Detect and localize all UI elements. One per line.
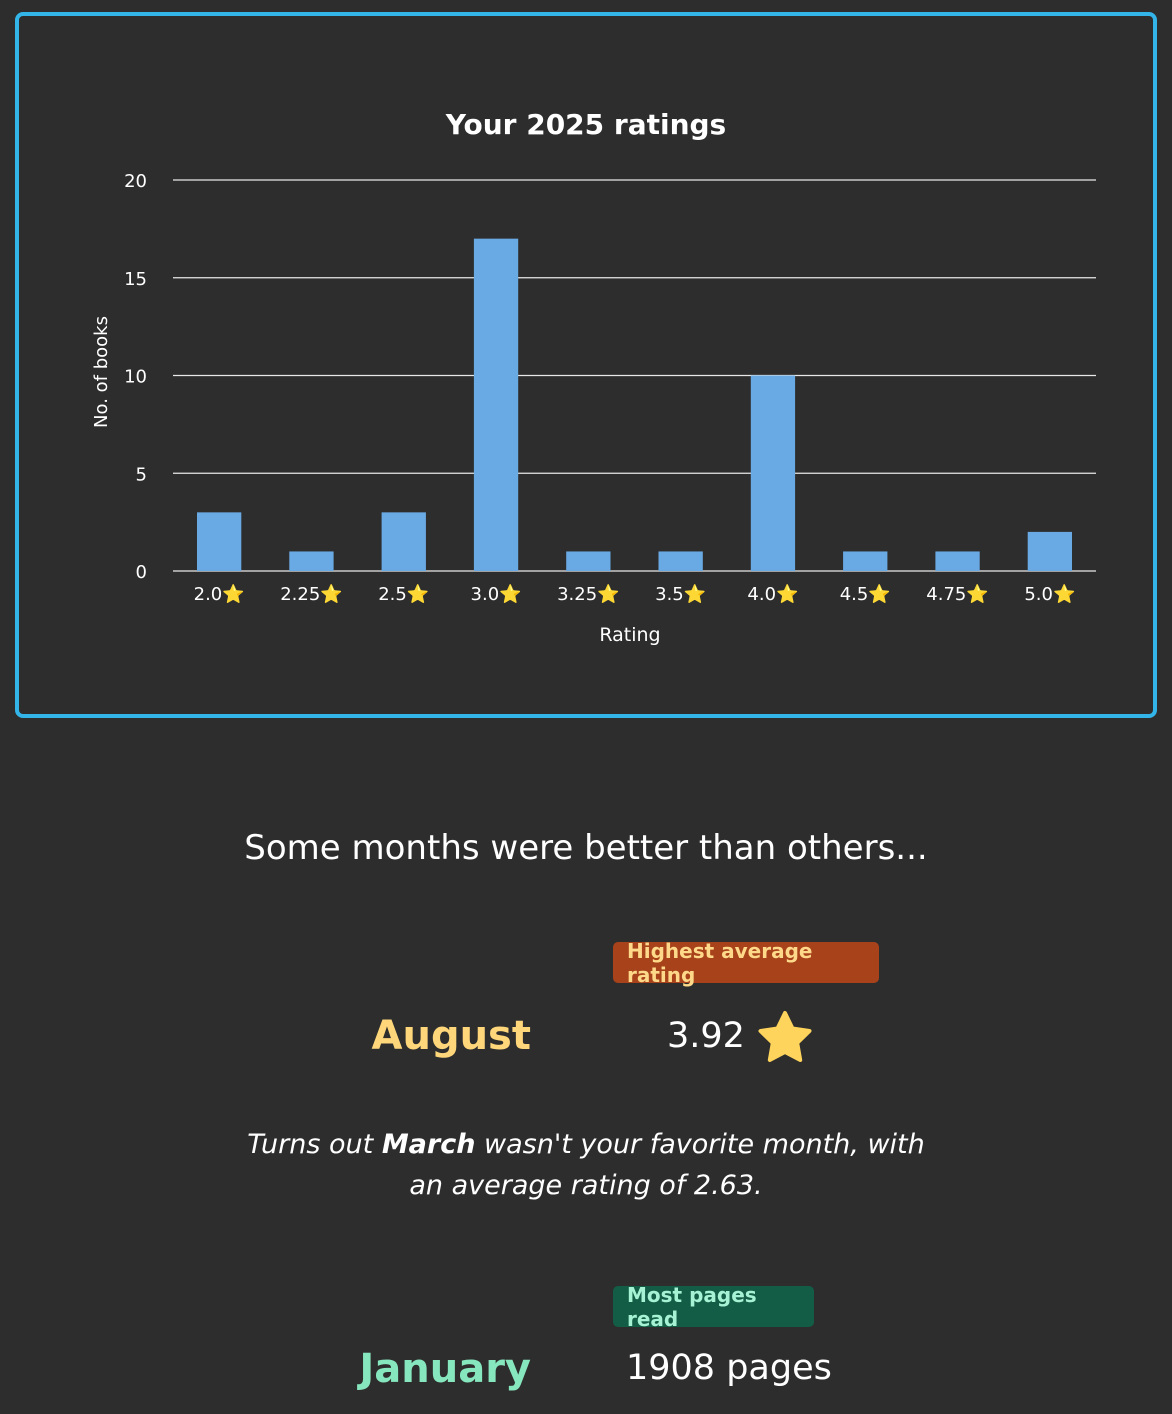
bar xyxy=(566,551,611,571)
x-tick-label: 4.5⭐ xyxy=(840,583,891,605)
bar xyxy=(935,551,980,571)
y-tick-label: 10 xyxy=(124,367,147,388)
months-heading: Some months were better than others... xyxy=(244,828,928,868)
highest-rating-month: August xyxy=(371,1013,531,1059)
x-tick-label: 3.25⭐ xyxy=(557,583,620,605)
x-tick-label: 5.0⭐ xyxy=(1024,583,1075,605)
x-tick-label: 3.5⭐ xyxy=(655,583,706,605)
most-pages-value: 1908 pages xyxy=(626,1348,832,1388)
bar xyxy=(843,551,888,571)
y-tick-label: 0 xyxy=(136,562,147,583)
x-tick-label: 2.0⭐ xyxy=(194,583,245,605)
highest-rating-badge: Highest average rating xyxy=(613,939,879,987)
most-pages-badge: Most pages read xyxy=(613,1283,814,1331)
worst-month-prefix: Turns out xyxy=(247,1129,382,1160)
bar xyxy=(658,551,703,571)
highest-rating-value: 3.92 xyxy=(667,1016,745,1056)
x-tick-label: 3.0⭐ xyxy=(471,583,522,605)
x-tick-label: 2.25⭐ xyxy=(280,583,343,605)
y-tick-label: 15 xyxy=(124,269,147,290)
y-tick-label: 20 xyxy=(124,171,147,192)
most-pages-month: January xyxy=(359,1346,531,1392)
bar xyxy=(196,512,242,571)
worst-month-text: Turns out March wasn't your favorite mon… xyxy=(236,1124,936,1206)
worst-month-suffix: wasn't your favorite month, with an aver… xyxy=(409,1129,925,1201)
bar xyxy=(473,238,519,571)
chart-title: Your 2025 ratings xyxy=(445,108,726,141)
y-tick-label: 5 xyxy=(136,464,147,485)
bar xyxy=(289,551,334,571)
bar xyxy=(750,375,796,571)
x-axis-label: Rating xyxy=(599,624,660,646)
x-tick-label: 4.75⭐ xyxy=(926,583,989,605)
bar xyxy=(381,512,426,571)
x-tick-label: 4.0⭐ xyxy=(747,583,798,605)
y-axis-label: No. of books xyxy=(91,316,112,428)
ratings-bar-chart: Your 2025 ratings No. of books Rating 0 5… xyxy=(91,108,1096,646)
worst-month-name: March xyxy=(381,1129,476,1160)
ratings-chart-card: Your 2025 ratings No. of books Rating 0 5… xyxy=(15,12,1157,718)
star-icon xyxy=(758,1011,812,1062)
x-tick-label: 2.5⭐ xyxy=(378,583,429,605)
bar xyxy=(1027,531,1073,571)
